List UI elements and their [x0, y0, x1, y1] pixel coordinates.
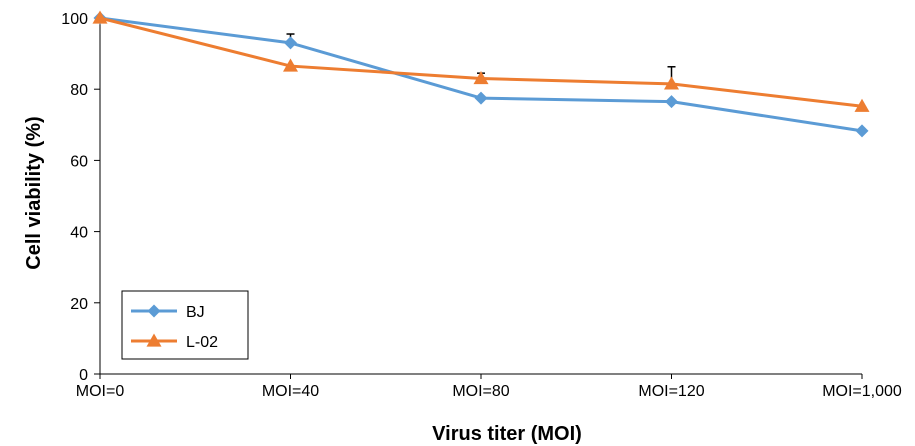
x-axis-title: Virus titer (MOI) [432, 423, 582, 445]
data-point-bj [284, 36, 297, 50]
x-tick-label: MOI=40 [262, 383, 319, 400]
data-point-l-02 [664, 76, 679, 90]
data-point-bj [474, 91, 488, 105]
x-tick-label: MOI=1,000 [822, 383, 902, 400]
data-point-l-02 [473, 71, 489, 85]
x-tick-label: MOI=0 [76, 383, 125, 400]
y-axis-title: Cell viability (%) [23, 116, 45, 269]
legend-label-l-02: L-02 [186, 334, 218, 351]
y-tick-label: 60 [70, 153, 88, 170]
x-tick-label: MOI=80 [452, 383, 509, 400]
x-axis: MOI=0 MOI=40 MOI=80 MOI=120 MOI=1,000 [76, 373, 902, 400]
data-point-l-02 [92, 10, 108, 24]
y-tick-label: 100 [61, 11, 88, 28]
data-point-bj [665, 95, 678, 109]
y-tick-label: 80 [70, 82, 88, 99]
legend-marker-l-02 [146, 333, 162, 347]
y-tick-label: 0 [79, 367, 88, 384]
legend-box [121, 290, 249, 360]
legend: BJ L-02 [121, 290, 249, 360]
y-tick-label: 20 [70, 296, 88, 313]
x-tick-label: MOI=120 [638, 383, 704, 400]
legend-marker-bj [147, 304, 161, 318]
data-point-l-02 [854, 98, 870, 112]
legend-label-bj: BJ [186, 304, 205, 321]
y-tick-label: 40 [70, 225, 88, 242]
y-axis: 0 20 40 60 80 100 [61, 11, 101, 384]
series-layer [92, 10, 870, 138]
data-point-l-02 [283, 58, 298, 72]
data-point-bj [855, 124, 869, 138]
